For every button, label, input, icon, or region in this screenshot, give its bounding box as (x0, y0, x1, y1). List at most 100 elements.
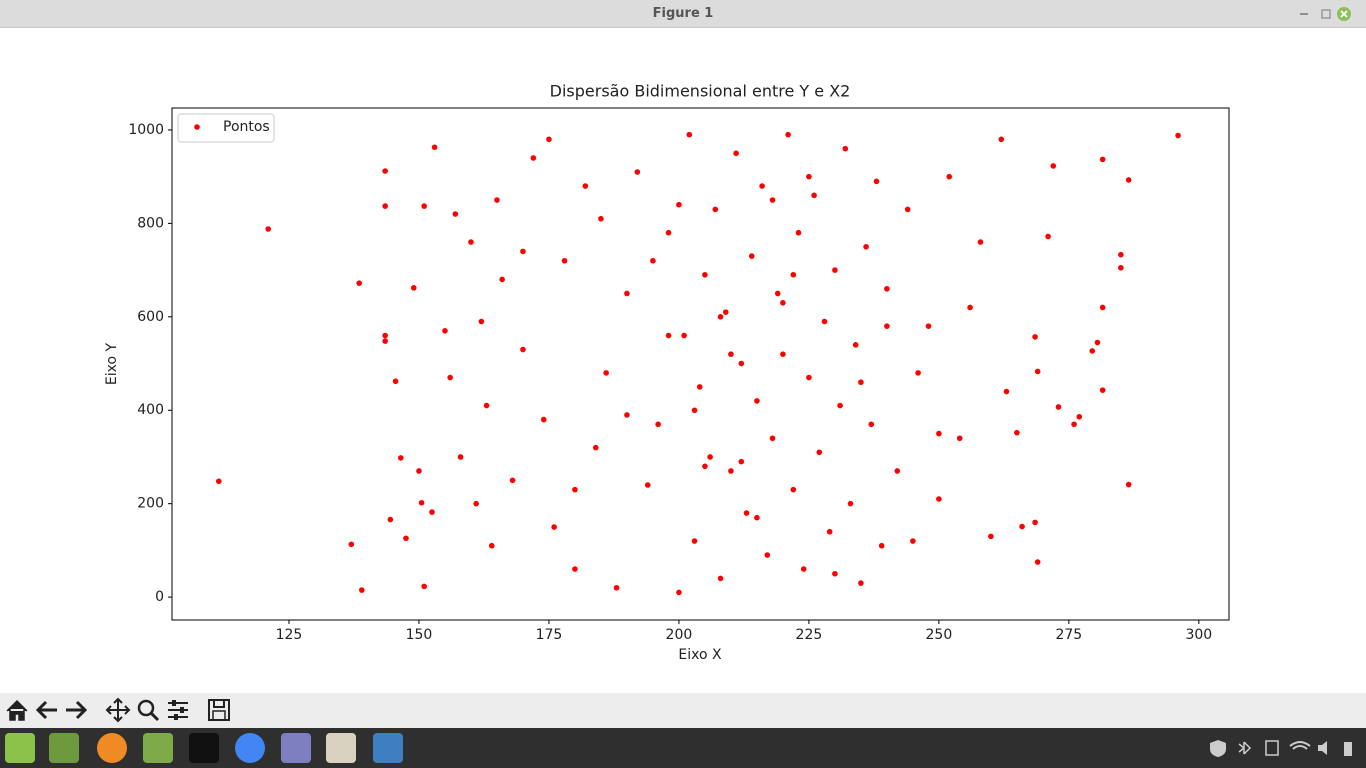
scatter-point (790, 271, 797, 278)
forward-button[interactable] (62, 696, 90, 724)
scatter-point (988, 533, 994, 540)
y-axis-label: Eixo Y (104, 342, 120, 385)
save-button[interactable] (205, 696, 233, 724)
scatter-point (946, 173, 953, 180)
scatter-point (1094, 339, 1101, 346)
scatter-point (702, 463, 708, 470)
scatter-point (915, 370, 921, 376)
scatter-point (1032, 519, 1038, 526)
scatter-point (598, 215, 604, 222)
scatter-point (764, 552, 771, 558)
scatter-point (397, 455, 404, 461)
scatter-point (826, 528, 833, 535)
y-tick-label: 200 (137, 496, 164, 512)
scatter-point (551, 524, 557, 530)
scatter-point (702, 271, 708, 278)
scatter-point (858, 580, 864, 586)
scatter-point (686, 131, 693, 138)
scatter-point (634, 169, 641, 175)
scatter-point (1125, 177, 1132, 183)
scatter-point (738, 360, 745, 367)
scatter-point (1125, 481, 1132, 488)
scatter-point (717, 314, 724, 320)
screenshot-launcher[interactable] (373, 733, 403, 763)
scatter-point (816, 449, 823, 456)
scatter-point (650, 257, 656, 264)
y-tick-label: 600 (137, 309, 164, 325)
scatter-point (410, 285, 417, 291)
scatter-point (478, 318, 485, 325)
scatter-point (499, 276, 505, 283)
scatter-point (582, 183, 589, 189)
x-tick-label: 125 (276, 627, 303, 643)
scatter-point (832, 267, 838, 273)
firefox-launcher[interactable] (97, 733, 127, 763)
scatter-point (488, 542, 495, 549)
system-tray[interactable] (1208, 738, 1358, 758)
chrome-launcher[interactable] (235, 733, 265, 763)
window-controls[interactable] (1278, 6, 1358, 22)
scatter-point (936, 496, 942, 502)
terminal-launcher[interactable] (189, 733, 219, 763)
scatter-point (665, 229, 672, 236)
zoom-button[interactable] (134, 696, 162, 724)
scatter-point (392, 378, 399, 385)
scatter-point (676, 589, 682, 596)
figure: Dispersão Bidimensional entre Y e X2 Eix… (104, 82, 1230, 663)
scatter-point (738, 458, 745, 465)
scatter-point (868, 421, 875, 428)
x-axis-label: Eixo X (678, 647, 722, 663)
scatter-point (769, 435, 776, 442)
scatter-point (603, 370, 609, 376)
menu-button[interactable] (5, 733, 35, 763)
scatter-point (494, 197, 500, 203)
y-tick-label: 0 (155, 589, 164, 605)
scatter-point (468, 239, 474, 245)
scatter-point (387, 516, 394, 523)
text-editor-launcher[interactable] (281, 733, 311, 763)
scatter-point (442, 328, 448, 334)
configure-button[interactable] (164, 696, 192, 724)
scatter-point (748, 253, 755, 259)
show-desktop[interactable] (49, 733, 79, 763)
x-tick-label: 300 (1185, 627, 1212, 643)
scatter-point (691, 407, 698, 414)
scatter-point (800, 566, 807, 572)
legend-marker (194, 124, 200, 130)
x-tick-label: 250 (926, 627, 953, 643)
scatter-point (1099, 304, 1106, 311)
scatter-point (811, 192, 817, 199)
scatter-point (546, 136, 552, 143)
files-launcher[interactable] (143, 733, 173, 763)
scatter-point (356, 280, 362, 286)
scatter-point (728, 468, 734, 474)
back-button[interactable] (33, 696, 61, 724)
scatter-point (837, 402, 843, 409)
scatter-point (382, 332, 388, 339)
pan-button[interactable] (104, 696, 132, 724)
scatter-point (418, 499, 425, 506)
scatter-point (1099, 387, 1106, 393)
scatter-point (717, 575, 724, 582)
scatter-point (572, 486, 578, 493)
scatter-point (936, 430, 942, 437)
scatter-point (863, 243, 869, 250)
scatter-point (806, 374, 812, 381)
scatter-point (696, 384, 703, 390)
scatter-point (977, 239, 984, 245)
scatter-point (540, 416, 547, 423)
home-button[interactable] (3, 696, 31, 724)
scatter-point (1045, 233, 1051, 240)
scatter-point (790, 486, 797, 493)
scatter-point (509, 477, 516, 484)
plot-area (171, 107, 1230, 621)
scatter-point (780, 300, 786, 306)
scatter-point (1003, 388, 1010, 395)
scatter-point (1099, 156, 1106, 163)
figure-window-button[interactable] (326, 733, 356, 763)
scatter-point (806, 173, 812, 180)
scatter-point (998, 136, 1005, 143)
scatter-point (530, 155, 537, 161)
